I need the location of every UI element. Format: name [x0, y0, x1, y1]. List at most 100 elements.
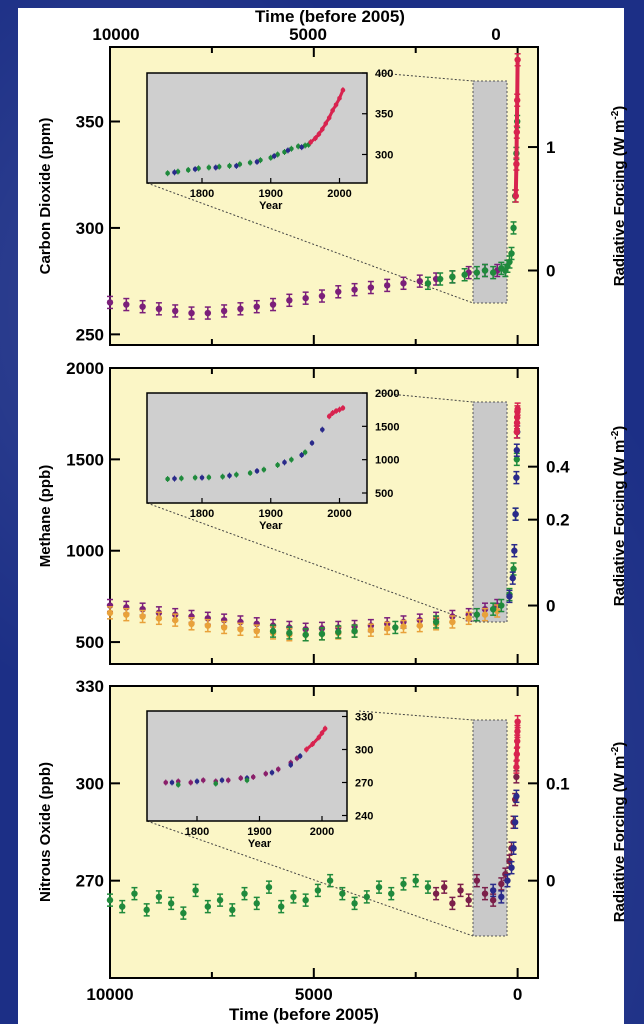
- data-point: [278, 903, 285, 910]
- inset-xtick-label: 2000: [310, 826, 334, 838]
- data-point: [461, 271, 468, 278]
- inset-data-point: [299, 144, 304, 150]
- inset-data-point: [330, 410, 335, 416]
- data-point: [498, 602, 505, 609]
- data-point: [481, 267, 489, 274]
- data-point: [106, 896, 114, 904]
- data-point: [216, 896, 224, 904]
- inset-data-point: [200, 778, 206, 783]
- panel-1: 500 1000 1500 2000 0 0.2 0.4 Methane (ppb) Radia…: [37, 359, 628, 665]
- data-point: [513, 474, 520, 481]
- inset-data-point: [188, 780, 194, 785]
- inset: 1800 1900 2000 Year 400 350 300: [146, 68, 393, 212]
- data-point: [513, 793, 520, 800]
- inset-data-point: [288, 762, 294, 768]
- data-point: [510, 565, 517, 573]
- inset-data-point: [247, 470, 253, 476]
- data-point: [432, 618, 440, 626]
- data-point: [514, 718, 521, 725]
- data-point: [131, 890, 138, 897]
- data-point: [489, 896, 497, 904]
- inset-data-point: [323, 121, 329, 126]
- data-point: [269, 627, 277, 635]
- inset-data-point: [254, 159, 260, 165]
- inset-xlabel: Year: [259, 520, 283, 532]
- data-point: [513, 763, 520, 771]
- xtick-label: 5000: [295, 985, 333, 1004]
- inset-xtick-label: 1800: [185, 826, 209, 838]
- inset-data-point: [282, 149, 287, 155]
- data-point: [392, 624, 399, 631]
- panel-0: 250 300 350 0 1 Carbon Dioxide (ppm) Radiative…: [37, 46, 628, 346]
- top-axis-tick-0: 0: [491, 25, 500, 44]
- data-point: [167, 900, 175, 907]
- inset-data-point: [310, 741, 315, 747]
- inset-data-point: [192, 475, 198, 480]
- data-point: [473, 877, 481, 884]
- data-point: [513, 160, 520, 168]
- inset-data-point: [326, 414, 332, 419]
- y-axis-label: Nitrous Oxide (ppb): [37, 762, 54, 902]
- data-point: [237, 626, 244, 633]
- inset-data-point: [165, 170, 170, 176]
- inset-data-point: [185, 167, 191, 173]
- inset-ytick-label: 330: [355, 712, 373, 724]
- data-point: [383, 625, 391, 632]
- inset-data-point: [275, 767, 281, 772]
- data-point: [290, 893, 297, 901]
- data-point: [123, 611, 130, 618]
- inset-ytick-label: 300: [375, 149, 393, 161]
- inset-data-point: [299, 452, 304, 458]
- inset-data-point: [309, 440, 315, 446]
- data-point: [172, 307, 179, 315]
- data-point: [335, 288, 342, 295]
- data-point: [351, 900, 358, 907]
- data-point: [512, 510, 519, 518]
- data-point: [253, 303, 260, 310]
- inset-data-point: [250, 774, 256, 780]
- y2tick-label: 1: [546, 138, 555, 157]
- inset-data-point: [268, 155, 274, 161]
- y2-axis-label-close: ): [611, 106, 628, 111]
- inset-data-point: [261, 467, 267, 472]
- data-point: [286, 629, 293, 637]
- inset-data-point: [316, 131, 322, 137]
- data-point: [513, 456, 521, 463]
- data-point: [508, 250, 515, 257]
- inset-data-point: [271, 153, 277, 159]
- inset-data-point: [234, 163, 239, 169]
- inset-data-point: [206, 165, 212, 170]
- data-point: [457, 887, 464, 894]
- inset-data-point: [289, 457, 294, 462]
- inset-data-point: [304, 747, 309, 752]
- data-point: [441, 883, 448, 891]
- data-point: [351, 286, 358, 293]
- data-point: [504, 877, 511, 884]
- y2-axis-label: Radiative Forcing (W m-2): [610, 106, 628, 287]
- inset-data-point: [227, 473, 232, 478]
- inset-data-point: [308, 139, 313, 145]
- inset-data-point: [175, 169, 181, 174]
- inset-data-point: [213, 165, 219, 170]
- inset-data-point: [238, 775, 244, 781]
- data-point: [326, 877, 334, 884]
- y-axis-label: Carbon Dioxide (ppm): [37, 118, 54, 275]
- data-point: [511, 819, 519, 826]
- panel-2: 270 300 330 0 0.1 Nitrous Oxide (ppb) Radiativ…: [37, 677, 628, 1024]
- ytick-label: 300: [76, 774, 104, 793]
- data-point: [123, 301, 130, 308]
- inset-data-point: [237, 161, 243, 167]
- data-point: [383, 282, 391, 289]
- inset: 1800 1900 2000 Year 330 300 270 240: [146, 710, 373, 850]
- ytick-label: 2000: [66, 359, 104, 378]
- inset-data-point: [227, 163, 232, 169]
- data-point: [265, 883, 273, 891]
- inset-data-point: [302, 450, 308, 455]
- y2-axis-label-sup: -2: [610, 430, 621, 439]
- data-point: [204, 309, 212, 317]
- data-point: [510, 224, 517, 232]
- data-point: [375, 883, 383, 891]
- inset-data-point: [320, 126, 325, 132]
- data-point: [506, 258, 513, 266]
- inset-data-point: [213, 781, 219, 786]
